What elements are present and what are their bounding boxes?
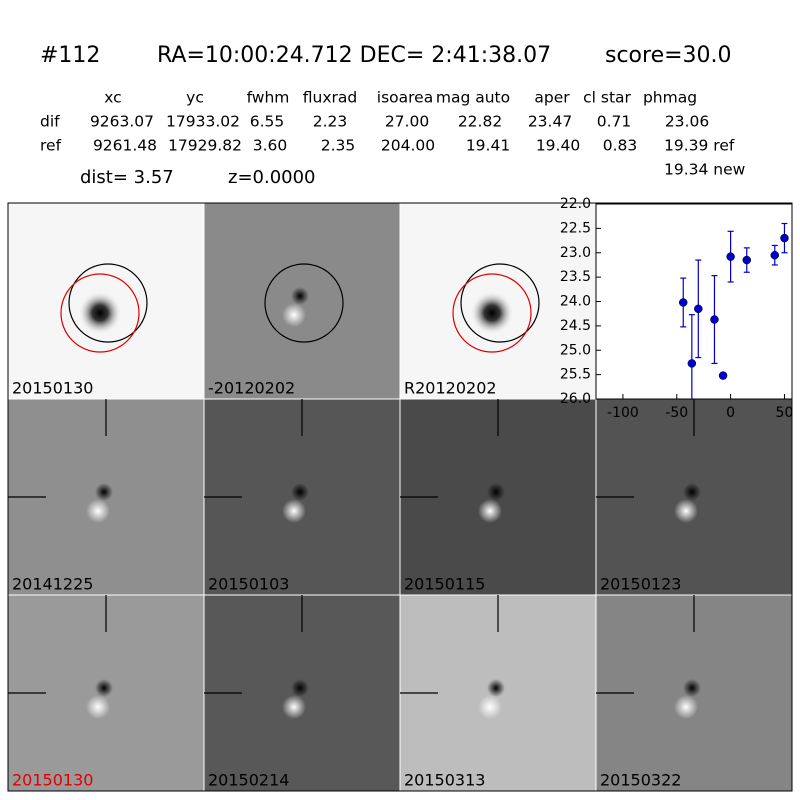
column-header: fluxrad (303, 89, 357, 107)
tile-label: 20150123 (600, 575, 681, 594)
residual-bright (86, 499, 110, 523)
residual-bright (478, 499, 502, 523)
plot-area (595, 203, 793, 400)
residual-dark (683, 483, 701, 501)
aperture (460, 263, 540, 343)
aperture-ref (452, 273, 532, 353)
residual-bright (674, 499, 698, 523)
tile-label: 20150322 (600, 771, 681, 790)
point (718, 371, 728, 380)
y-tick-label: 24.0 (560, 294, 591, 310)
x-tick-label: -100 (607, 405, 639, 421)
source (470, 291, 514, 335)
table-cell: 204.00 (381, 137, 435, 155)
residual-dark (487, 483, 505, 501)
residual-dark (95, 483, 113, 501)
residual-bright (674, 695, 698, 719)
table-cell: 19.41 (466, 137, 510, 155)
y-tick-label: 25.0 (560, 342, 591, 358)
column-header: fwhm (247, 89, 290, 107)
column-header: xc (104, 89, 121, 107)
point (726, 252, 735, 261)
y-tick-label: 22.0 (560, 196, 591, 212)
y-tick-label: 23.0 (560, 245, 591, 261)
residual-dark (95, 679, 113, 697)
table-cell: 23.06 (665, 113, 709, 131)
tile-label: 20150115 (404, 575, 485, 594)
table-cell: 2.23 (313, 113, 348, 131)
table-cell: 19.39 ref (664, 137, 735, 155)
points (678, 222, 789, 399)
residual-bright (86, 695, 110, 719)
residual-bright (478, 695, 502, 719)
residual-dark (487, 679, 505, 697)
table-cell: 22.82 (458, 113, 502, 131)
table-cell: 23.47 (528, 113, 572, 131)
residual-dark (291, 287, 309, 305)
row-label: dif (40, 113, 60, 131)
source (78, 291, 122, 335)
tile-label: 20150103 (208, 575, 289, 594)
redshift: z=0.0000 (228, 167, 316, 188)
point (687, 359, 697, 368)
object-id: #112 (40, 43, 100, 68)
tile-label: 20141225 (12, 575, 93, 594)
table-cell: 9263.07 (90, 113, 154, 131)
x-tick-label: 0 (726, 405, 735, 421)
tile-label: 20150130 (12, 771, 93, 790)
column-header: cl star (583, 89, 631, 107)
table-cell: 0.83 (603, 137, 638, 155)
table-cell: 3.60 (253, 137, 288, 155)
residual-dark (683, 679, 701, 697)
tile-label: -20120202 (208, 379, 295, 398)
tiles: 20150130 -20120202 R20120202 20141225 201501… (7, 202, 793, 792)
dist: dist= 3.57 (80, 167, 174, 188)
column-header: isoarea (377, 89, 433, 107)
residual-bright (282, 695, 306, 719)
coordinates: RA=10:00:24.712 DEC= 2:41:38.07 (157, 43, 551, 68)
tile-label: 20150313 (404, 771, 485, 790)
score: score=30.0 (605, 43, 732, 68)
y-tick-label: 26.0 (560, 391, 591, 407)
residual-dark (291, 679, 309, 697)
table-cell: 27.00 (385, 113, 429, 131)
aperture (68, 263, 148, 343)
column-header: mag auto (436, 89, 510, 107)
tile-label: R20120202 (404, 379, 497, 398)
point (742, 255, 752, 265)
residual-bright (282, 303, 306, 327)
y-tick-label: 22.5 (560, 220, 591, 236)
x-tick-label: 50 (776, 405, 794, 421)
column-header: phmag (643, 89, 697, 107)
column-header: yc (186, 89, 204, 107)
row-label: ref (40, 137, 62, 155)
point (694, 304, 703, 314)
table-cell: 6.55 (250, 113, 285, 131)
point (770, 250, 780, 260)
tile-label: 20150214 (208, 771, 289, 790)
light-curve: 22.0 22.5 23.0 23.5 24.0 24.5 25.0 25.5 26.0 -100… (560, 196, 794, 421)
table-cell: 19.40 (536, 137, 580, 155)
y-tick-label: 24.5 (560, 318, 591, 334)
table-cell: 0.71 (597, 113, 632, 131)
y-tick-label: 25.5 (560, 367, 591, 383)
table-cell: 9261.48 (93, 137, 157, 155)
aperture-ref (60, 273, 140, 353)
point (678, 298, 688, 307)
tile-frame (7, 202, 793, 792)
y-tick-label: 23.5 (560, 269, 591, 285)
tile-label: 20150130 (12, 379, 93, 398)
column-header: aper (534, 89, 570, 107)
point (780, 233, 789, 243)
phmag-new: 19.34 new (664, 161, 746, 179)
point (710, 315, 719, 324)
table-cell: 17929.82 (168, 137, 242, 155)
residual-dark (291, 483, 309, 501)
table-cell: 2.35 (321, 137, 356, 155)
aperture (264, 263, 344, 343)
x-tick-label: -50 (665, 405, 688, 421)
table-cell: 17933.02 (166, 113, 240, 131)
residual-bright (282, 499, 306, 523)
